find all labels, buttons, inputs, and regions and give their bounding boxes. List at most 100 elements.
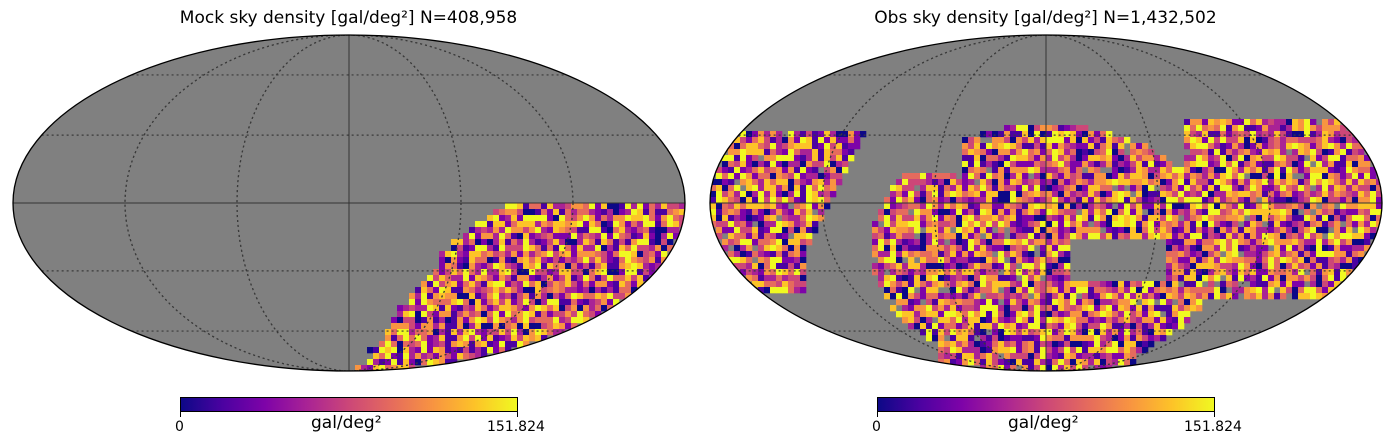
density-pixel <box>385 341 392 348</box>
density-pixel <box>565 251 572 258</box>
density-pixel <box>1046 209 1053 216</box>
density-pixel <box>1226 221 1233 228</box>
density-pixel <box>1130 143 1137 150</box>
density-pixel <box>1034 215 1041 222</box>
density-pixel <box>385 329 392 336</box>
density-pixel <box>487 281 494 288</box>
density-pixel <box>902 203 909 210</box>
density-pixel <box>1172 203 1179 210</box>
density-pixel <box>902 233 909 240</box>
density-pixel <box>1100 203 1107 210</box>
density-pixel <box>433 347 440 354</box>
density-pixel <box>1292 269 1299 276</box>
density-pixel <box>547 329 554 336</box>
density-pixel <box>992 221 999 228</box>
density-pixel <box>517 329 524 336</box>
density-pixel <box>1274 221 1281 228</box>
density-pixel <box>1136 149 1143 156</box>
density-pixel <box>1292 245 1299 252</box>
density-pixel <box>746 269 753 276</box>
density-pixel <box>1040 341 1047 348</box>
density-pixel <box>1322 257 1329 264</box>
density-pixel <box>547 305 554 312</box>
density-pixel <box>1106 287 1113 294</box>
density-pixel <box>1058 365 1065 371</box>
density-pixel <box>1226 155 1233 162</box>
density-pixel <box>1220 119 1227 126</box>
density-pixel <box>1286 239 1293 246</box>
density-pixel <box>1034 167 1041 174</box>
density-pixel <box>1064 245 1071 252</box>
density-pixel <box>589 227 596 234</box>
density-pixel <box>1352 155 1359 162</box>
density-pixel <box>1022 311 1029 318</box>
density-pixel <box>445 275 452 282</box>
density-pixel <box>1148 335 1155 342</box>
density-pixel <box>734 215 741 222</box>
density-pixel <box>541 269 548 276</box>
density-pixel <box>1238 173 1245 180</box>
density-pixel <box>968 173 975 180</box>
density-pixel <box>1202 143 1209 150</box>
density-pixel <box>577 257 584 264</box>
density-pixel <box>1298 245 1305 252</box>
density-pixel <box>1238 167 1245 174</box>
density-pixel <box>1196 221 1203 228</box>
density-pixel <box>1004 299 1011 306</box>
density-pixel <box>1244 239 1251 246</box>
density-pixel <box>1280 245 1287 252</box>
density-pixel <box>1016 221 1023 228</box>
density-pixel <box>1226 197 1233 204</box>
density-pixel <box>968 179 975 186</box>
density-pixel <box>1232 239 1239 246</box>
density-pixel <box>914 251 921 258</box>
density-pixel <box>1028 341 1035 348</box>
density-pixel <box>1130 329 1137 336</box>
density-pixel <box>511 269 518 276</box>
density-pixel <box>427 359 434 366</box>
density-pixel <box>1346 173 1353 180</box>
density-pixel <box>1082 323 1089 330</box>
density-pixel <box>752 167 759 174</box>
density-pixel <box>1238 185 1245 192</box>
density-pixel <box>607 221 614 228</box>
density-pixel <box>980 347 987 354</box>
density-pixel <box>1064 215 1071 222</box>
density-pixel <box>1160 335 1167 342</box>
density-pixel <box>1040 185 1047 192</box>
density-pixel <box>1184 221 1191 228</box>
density-pixel <box>1010 299 1017 306</box>
density-pixel <box>1274 179 1281 186</box>
density-pixel <box>1142 143 1149 150</box>
density-pixel <box>1202 197 1209 204</box>
density-pixel <box>950 251 957 258</box>
density-pixel <box>878 209 885 216</box>
density-pixel <box>415 293 422 300</box>
density-pixel <box>842 137 849 144</box>
density-pixel <box>649 263 656 270</box>
density-pixel <box>1232 245 1239 252</box>
density-pixel <box>986 191 993 198</box>
density-pixel <box>541 239 548 246</box>
density-pixel <box>836 161 843 168</box>
density-pixel <box>1220 131 1227 138</box>
density-pixel <box>746 149 753 156</box>
density-pixel <box>920 221 927 228</box>
density-pixel <box>1328 131 1335 138</box>
density-pixel <box>457 245 464 252</box>
density-pixel <box>1184 191 1191 198</box>
density-pixel <box>565 239 572 246</box>
density-pixel <box>1076 365 1083 371</box>
density-pixel <box>1190 287 1197 294</box>
density-pixel <box>1010 161 1017 168</box>
density-pixel <box>962 161 969 168</box>
density-pixel <box>601 227 608 234</box>
density-pixel <box>1328 257 1335 264</box>
density-pixel <box>920 329 927 336</box>
density-pixel <box>926 221 933 228</box>
density-pixel <box>1160 173 1167 180</box>
density-pixel <box>1034 287 1041 294</box>
density-pixel <box>1196 149 1203 156</box>
density-pixel <box>1238 209 1245 216</box>
density-pixel <box>1076 305 1083 312</box>
